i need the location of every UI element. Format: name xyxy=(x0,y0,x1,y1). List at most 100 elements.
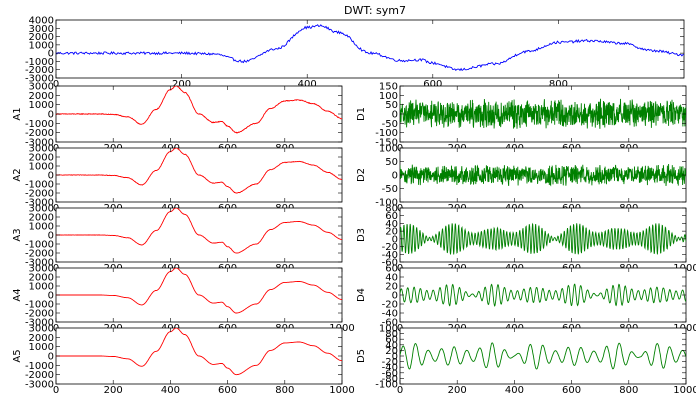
ylabel-A5: A5 xyxy=(12,349,23,362)
ylabel-A4: A4 xyxy=(12,288,23,301)
xtick-label-A5-5: 1000 xyxy=(329,385,354,396)
plot-frame-signal xyxy=(55,19,685,79)
ylabel-A2: A2 xyxy=(12,168,23,181)
ytick-label-A2-5: -2000 xyxy=(25,189,54,200)
subplot-A4: 3000200010000-1000-2000-3000020040060080… xyxy=(12,264,355,335)
ytick-label-A1-3: 0 xyxy=(48,110,54,121)
ytick-label-A4-1: 2000 xyxy=(29,273,54,284)
ytick-label-A1-4: -1000 xyxy=(25,119,54,130)
ytick-label-A1-0: 3000 xyxy=(29,82,54,93)
ytick-label-A4-5: -2000 xyxy=(25,309,54,320)
ylabel-D4: D4 xyxy=(356,288,367,302)
series-line-D3 xyxy=(400,222,686,255)
series-line-A4 xyxy=(56,268,342,314)
ytick-label-signal-1: 3000 xyxy=(29,24,54,35)
ytick-label-A1-1: 2000 xyxy=(29,91,54,102)
ytick-label-D5-7: -40 xyxy=(382,363,398,374)
ytick-label-D2-3: -50 xyxy=(382,184,398,195)
ytick-label-A3-1: 2000 xyxy=(29,213,54,224)
ytick-label-D4-2: 20 xyxy=(385,282,398,293)
ytick-label-D5-8: -60 xyxy=(382,368,398,379)
ytick-label-D2-1: 50 xyxy=(385,157,398,168)
ylabel-D2: D2 xyxy=(356,168,367,182)
ytick-label-D3-1: 60 xyxy=(385,211,398,222)
ytick-label-signal-0: 4000 xyxy=(29,16,54,27)
ytick-label-A2-1: 2000 xyxy=(29,153,54,164)
ytick-label-D5-3: 40 xyxy=(385,340,398,351)
series-line-D1 xyxy=(400,98,686,129)
ytick-label-D5-2: 60 xyxy=(385,335,398,346)
ytick-label-A3-3: 0 xyxy=(48,231,54,242)
ytick-label-D1-5: -100 xyxy=(375,128,398,139)
series-line-D2 xyxy=(400,163,686,187)
ytick-label-A2-3: 0 xyxy=(48,171,54,182)
xtick-label-D5-5: 1000 xyxy=(673,385,696,396)
subplot-A1: 3000200010000-1000-2000-3000020040060080… xyxy=(12,82,343,154)
ytick-label-A5-5: -2000 xyxy=(25,370,54,381)
xtick-label-signal-1: 200 xyxy=(172,79,191,90)
ylabel-A1: A1 xyxy=(12,107,23,120)
ytick-label-A3-5: -2000 xyxy=(25,249,54,260)
ylabel-D3: D3 xyxy=(356,228,367,242)
ytick-label-A1-5: -2000 xyxy=(25,128,54,139)
ytick-label-D5-9: -80 xyxy=(382,374,398,385)
ytick-label-D4-1: 40 xyxy=(385,273,398,284)
xtick-label-D5-4: 800 xyxy=(619,385,638,396)
ytick-label-A5-3: 0 xyxy=(48,352,54,363)
ytick-label-D1-6: -150 xyxy=(375,138,398,149)
ytick-label-A4-2: 1000 xyxy=(29,282,54,293)
ytick-label-D5-0: 100 xyxy=(379,324,398,335)
ytick-label-A4-6: -3000 xyxy=(25,318,54,329)
ytick-label-A5-6: -3000 xyxy=(25,380,54,391)
ytick-label-signal-6: -2000 xyxy=(25,65,54,76)
ytick-label-D3-0: 80 xyxy=(385,204,398,215)
ytick-label-D2-4: -100 xyxy=(375,198,398,209)
subplot-A2: 3000200010000-1000-2000-3000020040060080… xyxy=(12,144,343,214)
ytick-label-D4-5: -40 xyxy=(382,309,398,320)
ytick-label-D4-6: -60 xyxy=(382,318,398,329)
xtick-label-signal-2: 400 xyxy=(298,79,317,90)
xtick-label-A5-0: 0 xyxy=(53,385,59,396)
ytick-label-D5-6: -20 xyxy=(382,357,398,368)
xtick-label-D5-1: 200 xyxy=(448,385,467,396)
ytick-label-D4-4: -20 xyxy=(382,300,398,311)
xtick-label-A5-3: 600 xyxy=(218,385,237,396)
ytick-label-D3-4: 0 xyxy=(392,234,398,245)
series-line-A2 xyxy=(56,148,342,194)
ytick-label-D4-0: 60 xyxy=(385,264,398,275)
ytick-label-A1-2: 1000 xyxy=(29,100,54,111)
ytick-label-A3-6: -3000 xyxy=(25,258,54,269)
ytick-label-A4-4: -1000 xyxy=(25,300,54,311)
ytick-label-signal-5: -1000 xyxy=(25,57,54,68)
ytick-label-D4-3: 0 xyxy=(392,291,398,302)
xtick-label-D5-0: 0 xyxy=(397,385,403,396)
ytick-label-A2-4: -1000 xyxy=(25,180,54,191)
ytick-label-D3-5: -20 xyxy=(382,242,398,253)
ytick-label-A5-2: 1000 xyxy=(29,342,54,353)
series-line-A1 xyxy=(56,86,342,134)
ytick-label-D1-3: 0 xyxy=(392,110,398,121)
ytick-label-A4-0: 3000 xyxy=(29,264,54,275)
xtick-label-A5-2: 400 xyxy=(161,385,180,396)
ytick-label-A5-4: -1000 xyxy=(25,361,54,372)
xtick-label-signal-0: 0 xyxy=(53,79,59,90)
ytick-label-signal-4: 0 xyxy=(48,49,54,60)
series-line-A3 xyxy=(56,208,342,254)
ytick-label-A3-2: 1000 xyxy=(29,222,54,233)
plot-frame-D5 xyxy=(399,327,687,385)
xtick-label-D5-3: 600 xyxy=(562,385,581,396)
ytick-label-D5-10: -100 xyxy=(375,380,398,391)
ytick-label-D5-5: 0 xyxy=(392,352,398,363)
ytick-label-A5-0: 3000 xyxy=(29,324,54,335)
ytick-label-A2-6: -3000 xyxy=(25,198,54,209)
ytick-label-A4-3: 0 xyxy=(48,291,54,302)
series-line-D5 xyxy=(400,342,686,370)
ytick-label-signal-7: -3000 xyxy=(25,74,54,85)
xtick-label-A5-1: 200 xyxy=(104,385,123,396)
